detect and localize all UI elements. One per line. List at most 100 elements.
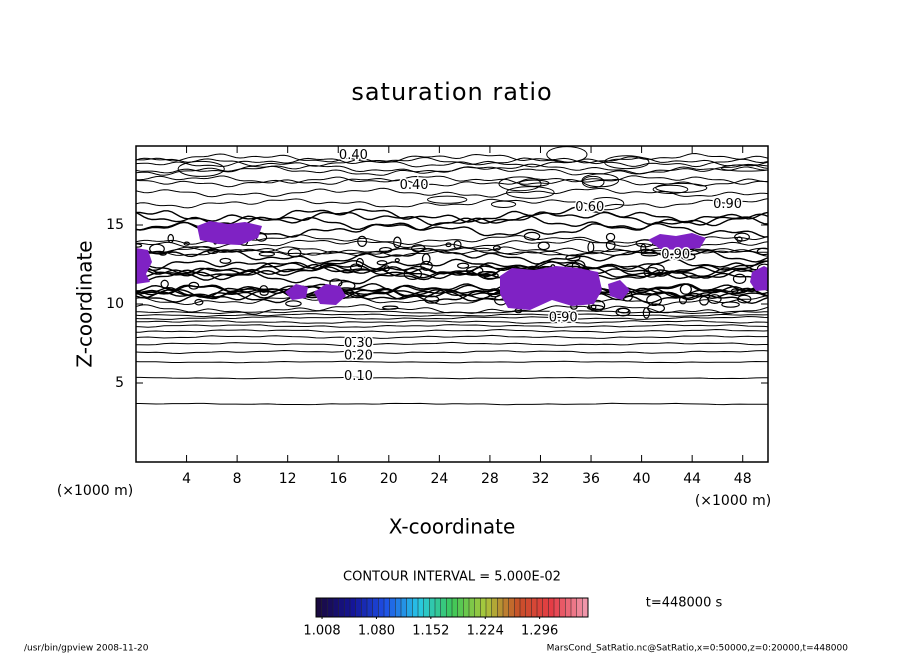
contour-loop — [655, 182, 708, 193]
contour-loop — [756, 247, 768, 256]
contour-loop — [424, 295, 440, 304]
contour-loop — [736, 236, 743, 243]
colorbar-cell — [412, 598, 418, 617]
contour-loop — [604, 155, 650, 170]
contour-line — [136, 402, 768, 406]
colorbar-cell — [520, 598, 526, 617]
contour-loop — [383, 265, 390, 272]
contour-line — [136, 376, 768, 380]
contour-loop — [586, 304, 605, 311]
contour-line — [136, 328, 768, 334]
contour-loop — [183, 241, 190, 246]
contour-loop — [357, 235, 368, 247]
colorbar-cell — [548, 598, 554, 617]
colorbar-cell — [423, 598, 430, 617]
colorbar-cell — [491, 598, 498, 617]
contour-line — [136, 260, 768, 276]
colorbar-cell — [508, 598, 515, 617]
x-tick-label: 44 — [683, 471, 701, 487]
colorbar-cell — [503, 598, 509, 617]
contour-loop — [640, 251, 659, 257]
contour-line — [136, 349, 768, 355]
contour-label: 0.90 — [713, 197, 742, 212]
contour-loop — [259, 289, 269, 296]
x-tick-label: 40 — [633, 471, 651, 487]
colorbar-cell — [565, 598, 571, 617]
contour-loop — [581, 173, 620, 188]
contour-loop — [355, 257, 364, 268]
contour-label: 0.90 — [661, 248, 690, 263]
contour-line — [136, 315, 768, 320]
contour-loop — [136, 243, 143, 248]
contour-line — [136, 304, 768, 315]
contour-loop — [394, 258, 400, 263]
colorbar-cell — [446, 598, 452, 617]
contour-loop — [177, 160, 225, 177]
contour-loop — [678, 295, 688, 305]
colorbar-cell — [406, 598, 413, 617]
contour-loop — [707, 294, 722, 304]
x-tick-label: 24 — [430, 471, 448, 487]
contour-loop — [376, 260, 388, 266]
x-tick-label: 16 — [329, 471, 347, 487]
contour-line — [136, 283, 768, 301]
supersaturated-region — [500, 266, 602, 310]
supersaturated-region — [197, 221, 262, 245]
colorbar-cell — [559, 598, 566, 617]
colorbar-cell — [571, 598, 577, 617]
colorbar-cell — [316, 598, 322, 617]
colorbar-cell — [452, 598, 458, 617]
contour-loop — [640, 243, 647, 254]
colorbar-cell — [401, 598, 407, 617]
colorbar-tick-label: 1.152 — [412, 624, 449, 639]
contour-line — [136, 341, 768, 347]
colorbar-cell — [514, 598, 520, 617]
y-tick-label: 15 — [106, 217, 124, 233]
colorbar-cell — [457, 598, 464, 617]
x-axis-label: X-coordinate — [389, 515, 516, 539]
contour-line — [136, 152, 768, 164]
contour-loop — [160, 279, 169, 289]
contour-line — [136, 360, 768, 364]
contour-loop — [445, 242, 452, 248]
contour-loop — [565, 254, 581, 262]
contour-line — [136, 313, 768, 318]
colorbar-tick-label: 1.224 — [467, 624, 504, 639]
contour-label: 0.20 — [344, 349, 373, 364]
contour-loop — [287, 248, 302, 258]
contour-loop — [721, 301, 740, 308]
y-axis-unit: (×1000 m) — [57, 483, 133, 499]
colorbar-cell — [542, 598, 549, 617]
contour-label: 0.90 — [549, 311, 578, 326]
contour-loop — [457, 262, 470, 269]
colorbar-cell — [327, 598, 333, 617]
colorbar-cell — [338, 598, 345, 617]
contour-loop — [647, 263, 665, 275]
colorbar-cell — [480, 598, 486, 617]
contour-loop — [194, 298, 204, 306]
colorbar-cell — [333, 598, 339, 617]
contour-loop — [523, 231, 541, 241]
x-tick-label: 48 — [734, 471, 752, 487]
contour-loop — [465, 266, 484, 275]
contour-label: 0.30 — [344, 336, 373, 351]
contour-interval: CONTOUR INTERVAL = 5.000E-02 — [343, 570, 561, 585]
contour-loop — [492, 245, 501, 251]
y-tick-label: 10 — [106, 296, 124, 312]
contour-loop — [258, 251, 276, 257]
footer-left: /usr/bin/gpview 2008-11-20 — [24, 644, 149, 654]
contour-line — [136, 334, 768, 339]
colorbar-cell — [389, 598, 396, 617]
contour-loop — [207, 248, 219, 255]
colorbar-cell — [537, 598, 543, 617]
contour-loop — [426, 195, 468, 204]
contour-loop — [605, 240, 616, 251]
y-tick-label: 5 — [115, 375, 124, 391]
contour-loop — [421, 253, 431, 265]
contour-loop — [420, 260, 433, 271]
contour-loop — [679, 283, 692, 295]
colorbar-frame — [315, 597, 589, 618]
supersaturated-region — [314, 284, 346, 305]
contour-loop — [382, 305, 399, 310]
